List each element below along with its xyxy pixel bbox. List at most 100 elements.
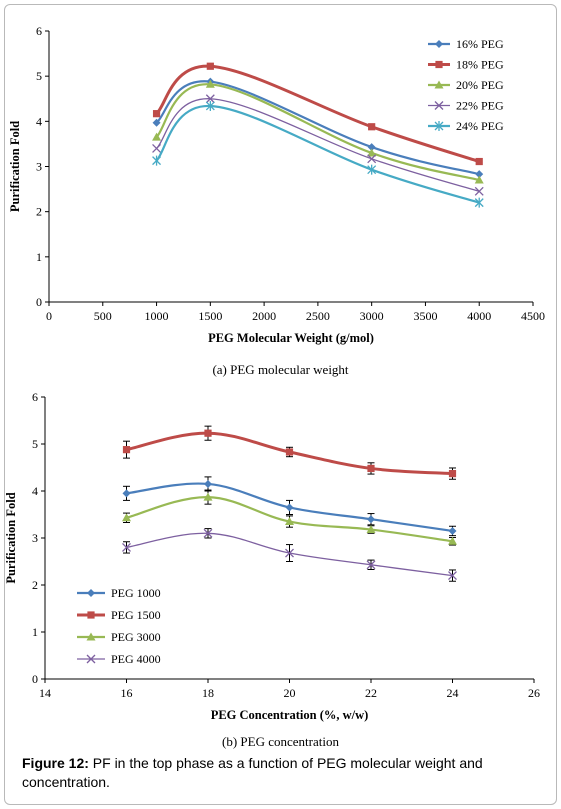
y-tick-label: 5 [36, 69, 42, 83]
data-point [474, 197, 484, 208]
data-point [367, 154, 377, 164]
data-point [206, 62, 214, 70]
legend-entry: 22% PEG [456, 99, 504, 113]
data-point [203, 492, 213, 501]
legend-entry: 20% PEG [456, 78, 504, 92]
data-point [285, 548, 294, 558]
data-point [367, 164, 377, 175]
legend-marker-stroke-b [434, 101, 444, 110]
data-point [366, 560, 376, 570]
y-tick-label: 0 [36, 295, 42, 309]
x-tick-label: 500 [94, 309, 112, 323]
data-point [203, 528, 213, 538]
data-point [474, 175, 484, 184]
data-point [205, 94, 215, 104]
x-tick-label: 1000 [145, 309, 169, 323]
legend-marker [434, 121, 444, 131]
y-tick-label: 4 [32, 484, 38, 498]
data-point [152, 110, 161, 118]
data-point [122, 489, 131, 498]
figure-caption-label: Figure 12: [22, 755, 89, 771]
x-axis-title: PEG Concentration (%, w/w) [211, 708, 369, 722]
data-point [204, 429, 212, 437]
x-tick-label: 26 [528, 686, 540, 700]
x-tick-label: 1500 [198, 309, 222, 323]
legend-entry: 18% PEG [456, 58, 504, 72]
x-axis-title: PEG Molecular Weight (g/mol) [208, 331, 374, 345]
data-point [204, 479, 212, 488]
data-point [205, 79, 215, 88]
legend-entry: 24% PEG [456, 119, 504, 133]
data-point [367, 148, 377, 157]
data-point [122, 513, 131, 522]
data-point-stroke-b [474, 186, 484, 196]
legend-marker [434, 101, 444, 110]
chart-pf-vs-concentration: 0 1 2 3 4 5 6 14 16 18 20 22 24 26 PEG Concentration (… [4, 390, 540, 722]
x-tick-label: 2500 [306, 309, 330, 323]
data-point-stroke-b [285, 548, 294, 558]
legend-entry: PEG 3000 [111, 630, 161, 644]
legend-entry: PEG 1000 [111, 586, 161, 600]
legend-entry: 16% PEG [456, 37, 504, 51]
chart-a-subtitle: (a) PEG molecular weight [212, 362, 349, 377]
data-point-stroke-b [367, 154, 377, 164]
legend-entry: PEG 1500 [111, 608, 161, 622]
data-point-stroke-b [205, 94, 215, 104]
x-tick-label: 16 [121, 686, 133, 700]
chart-pf-vs-molecular-weight: 0 1 2 3 4 5 6 0 500 1000 1500 2000 2500 3000 3500 4000 4… [8, 24, 545, 345]
series-line-3 [156, 98, 480, 192]
y-tick-label: 2 [32, 578, 38, 592]
y-tick-label: 6 [32, 390, 38, 404]
data-point [368, 123, 376, 131]
data-point [367, 464, 375, 473]
x-tick-label: 14 [39, 686, 51, 700]
legend-marker [87, 589, 95, 597]
data-point [448, 526, 457, 535]
data-point [367, 515, 375, 524]
data-point [448, 571, 457, 581]
y-tick-label: 2 [36, 205, 42, 219]
y-tick-label: 6 [36, 24, 42, 38]
y-axis-title: Purification Fold [4, 492, 18, 583]
y-tick-label: 1 [36, 250, 42, 264]
data-point [152, 132, 162, 141]
series-line-1 [155, 64, 480, 163]
y-tick-label: 1 [32, 625, 38, 639]
x-tick-label: 4000 [467, 309, 491, 323]
legend-entry: PEG 4000 [111, 652, 161, 666]
data-point [366, 525, 376, 534]
legend-marker [435, 60, 443, 69]
legend-marker [434, 80, 444, 89]
legend-marker-stroke-b [86, 654, 96, 664]
figure-caption-text: PF in the top phase as a function of PEG… [22, 755, 483, 790]
data-point [285, 448, 294, 456]
legend-marker [87, 611, 95, 619]
y-tick-label: 4 [36, 114, 42, 128]
figure-frame [4, 4, 557, 805]
y-tick-label: 3 [36, 160, 42, 174]
data-point-stroke-b [366, 560, 376, 570]
legend-marker [435, 40, 443, 48]
data-point [475, 157, 483, 166]
x-tick-label: 3000 [360, 309, 384, 323]
data-point-stroke-b [122, 542, 131, 552]
data-point [448, 536, 457, 545]
x-tick-label: 24 [447, 686, 459, 700]
data-point [152, 143, 162, 153]
data-point-stroke-b [448, 571, 457, 581]
data-point-stroke-b [152, 143, 162, 153]
data-point [285, 517, 294, 526]
x-tick-label: 18 [202, 686, 214, 700]
data-point [152, 155, 162, 166]
y-tick-label: 3 [32, 531, 38, 545]
y-axis-title: Purification Fold [8, 121, 22, 212]
data-point [367, 143, 376, 152]
legend-marker [86, 632, 96, 641]
series-line-0 [155, 80, 480, 176]
figure-caption: Figure 12: PF in the top phase as a func… [22, 754, 547, 792]
data-point [152, 118, 161, 127]
data-point [475, 170, 484, 179]
data-point [122, 446, 131, 454]
legend-marker [86, 654, 96, 664]
series-line-2 [155, 83, 480, 182]
